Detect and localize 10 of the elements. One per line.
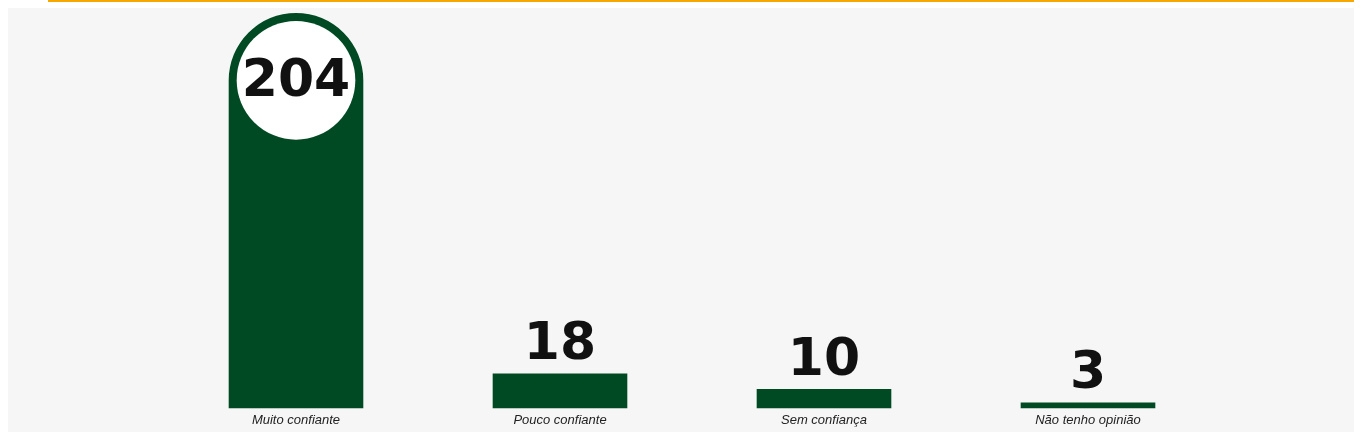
x-tick-label: Sem confiança [781,411,867,427]
data-label: 204 [241,47,351,108]
bar [492,373,628,409]
data-label: 10 [787,326,861,387]
x-tick-label: Não tenho opinião [1035,411,1141,427]
bar [756,389,892,409]
data-label: 3 [1069,340,1107,401]
x-tick-label: Muito confiante [251,411,341,427]
data-label: 18 [523,311,597,372]
x-tick-label: Pouco confiante [513,411,607,427]
